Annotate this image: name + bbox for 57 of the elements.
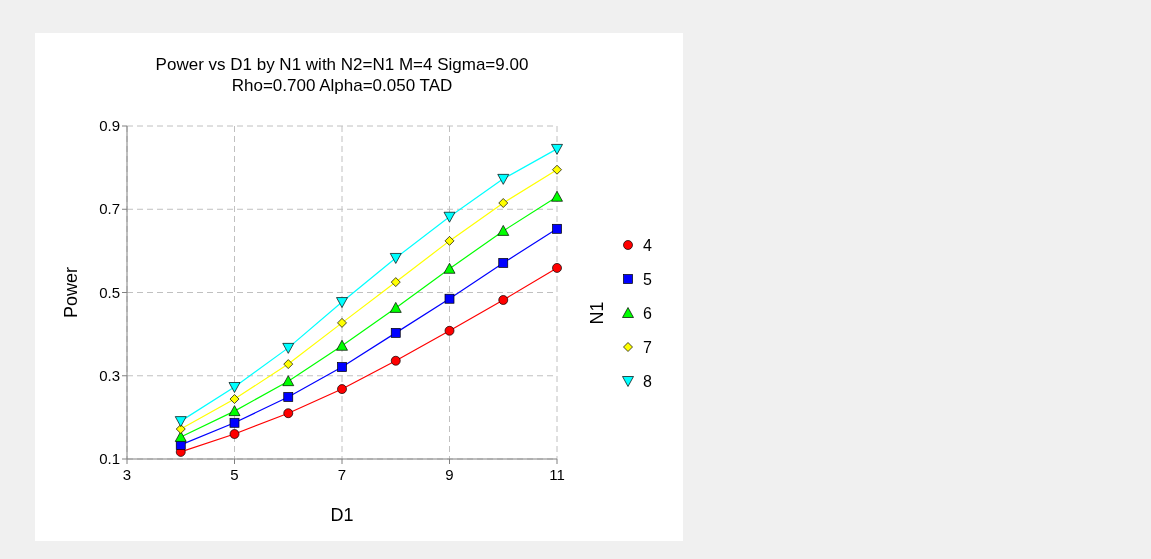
x-tick-label: 3 bbox=[122, 466, 132, 483]
point bbox=[551, 144, 563, 155]
point bbox=[390, 328, 401, 338]
point bbox=[283, 392, 294, 402]
point bbox=[390, 277, 401, 287]
point bbox=[175, 424, 186, 434]
point bbox=[551, 190, 563, 202]
x-tick-label: 5 bbox=[230, 466, 239, 483]
point bbox=[229, 429, 240, 439]
point bbox=[336, 339, 348, 351]
point bbox=[497, 225, 510, 236]
x-axis-title: D1 bbox=[330, 505, 354, 525]
y-tick-label: 0.9 bbox=[99, 117, 120, 134]
chart-title: Power vs D1 by N1 with N2=N1 M=4 Sigma=9.00 Rho=0.700 Alpha=0.050 TAD bbox=[155, 55, 529, 95]
point bbox=[229, 417, 240, 428]
point bbox=[444, 325, 455, 336]
point bbox=[389, 253, 402, 264]
point bbox=[174, 416, 187, 427]
x-tick-label: 9 bbox=[445, 466, 454, 483]
point bbox=[443, 211, 456, 223]
point bbox=[336, 297, 348, 308]
x-tick-label: 7 bbox=[337, 466, 347, 483]
point bbox=[498, 258, 509, 268]
legend-label: 6 bbox=[643, 305, 652, 322]
legend-label: 7 bbox=[643, 339, 652, 356]
point bbox=[174, 431, 187, 442]
point bbox=[552, 223, 562, 234]
point bbox=[443, 262, 456, 274]
point bbox=[390, 355, 401, 366]
y-tick-label: 0.1 bbox=[99, 450, 120, 467]
legend-label: 4 bbox=[643, 237, 652, 254]
point bbox=[389, 302, 402, 313]
point bbox=[498, 198, 509, 208]
point bbox=[498, 295, 509, 305]
point bbox=[229, 394, 240, 404]
point bbox=[228, 382, 241, 393]
y-tick-label: 0.7 bbox=[99, 200, 120, 218]
point bbox=[282, 375, 295, 387]
point bbox=[497, 174, 510, 185]
legend-label: 8 bbox=[643, 373, 652, 390]
point bbox=[552, 164, 562, 175]
y-axis-title: Power bbox=[61, 266, 81, 319]
y-tick-label: 0.3 bbox=[99, 366, 120, 384]
x-tick-label: 11 bbox=[549, 466, 565, 483]
point bbox=[282, 343, 295, 354]
legend-label: 5 bbox=[643, 271, 652, 288]
point bbox=[283, 359, 294, 369]
point bbox=[444, 236, 455, 246]
point bbox=[444, 293, 455, 304]
legend-title: N1 bbox=[587, 301, 607, 325]
y-tick-label: 0.5 bbox=[99, 283, 120, 301]
point bbox=[552, 263, 562, 273]
point bbox=[337, 362, 347, 372]
point bbox=[283, 408, 294, 419]
point bbox=[337, 318, 347, 328]
point bbox=[337, 384, 347, 394]
point bbox=[228, 405, 241, 416]
